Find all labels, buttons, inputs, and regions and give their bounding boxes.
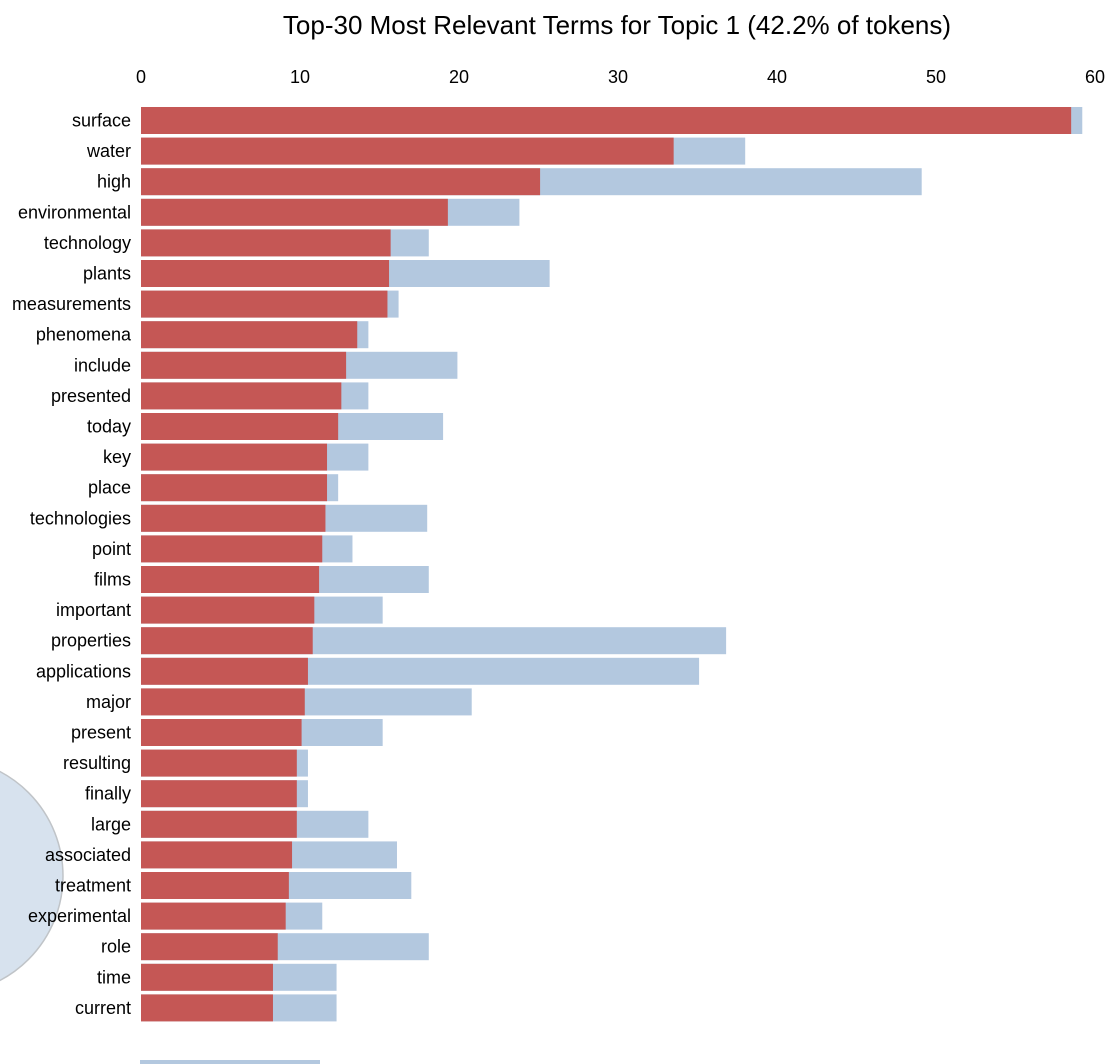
term-label-key[interactable]: key [103, 447, 131, 467]
topic-frequency-bar-high[interactable] [141, 168, 541, 196]
topic-frequency-bar-water[interactable] [141, 137, 674, 165]
topic-frequency-bar-large[interactable] [141, 810, 297, 838]
topic-frequency-bar-point[interactable] [141, 535, 323, 563]
x-tick-label: 60 [1085, 67, 1105, 87]
topic-frequency-bar-associated[interactable] [141, 841, 293, 869]
bar-group [141, 107, 1083, 1022]
topic-frequency-bar-applications[interactable] [141, 657, 308, 685]
term-label-films[interactable]: films [94, 570, 131, 590]
legend-overall-swatch [140, 1060, 320, 1064]
term-label-technologies[interactable]: technologies [30, 508, 131, 528]
topic-frequency-bar-measurements[interactable] [141, 290, 388, 318]
topic-frequency-bar-time[interactable] [141, 963, 273, 991]
x-tick-label: 10 [290, 67, 310, 87]
term-label-technology[interactable]: technology [44, 233, 131, 253]
term-label-properties[interactable]: properties [51, 631, 131, 651]
term-label-large[interactable]: large [91, 814, 131, 834]
topic-frequency-bar-surface[interactable] [141, 107, 1072, 134]
x-tick-label: 30 [608, 67, 628, 87]
term-label-resulting[interactable]: resulting [63, 753, 131, 773]
topic-frequency-bar-technologies[interactable] [141, 504, 326, 532]
topic-frequency-bar-films[interactable] [141, 566, 320, 593]
topic-frequency-bar-important[interactable] [141, 596, 315, 624]
term-label-water[interactable]: water [86, 141, 131, 161]
term-label-point[interactable]: point [92, 539, 131, 559]
x-tick-label: 20 [449, 67, 469, 87]
term-label-today[interactable]: today [87, 417, 131, 437]
term-label-major[interactable]: major [86, 692, 131, 712]
term-label-finally[interactable]: finally [85, 784, 131, 804]
topic-frequency-bar-key[interactable] [141, 443, 328, 471]
x-tick-label: 40 [767, 67, 787, 87]
term-label-associated[interactable]: associated [45, 845, 131, 865]
topic-frequency-bar-major[interactable] [141, 688, 305, 716]
term-label-include[interactable]: include [74, 355, 131, 375]
term-label-role[interactable]: role [101, 937, 131, 957]
term-label-presented[interactable]: presented [51, 386, 131, 406]
term-label-place[interactable]: place [88, 478, 131, 498]
topic-frequency-bar-resulting[interactable] [141, 749, 297, 777]
topic-frequency-bar-phenomena[interactable] [141, 321, 358, 349]
topic-frequency-bar-role[interactable] [141, 933, 278, 961]
topic-frequency-bar-current[interactable] [141, 994, 273, 1022]
topic-frequency-bar-presented[interactable] [141, 382, 342, 410]
x-tick-label: 0 [136, 67, 146, 87]
term-label-treatment[interactable]: treatment [55, 876, 131, 896]
term-label-current[interactable]: current [75, 998, 131, 1018]
x-tick-label: 50 [926, 67, 946, 87]
topic-frequency-bar-plants[interactable] [141, 260, 390, 287]
term-labels: surface water high environmental technology p… [12, 111, 132, 1018]
term-label-important[interactable]: important [56, 600, 131, 620]
topic-frequency-bar-environmental[interactable] [141, 198, 448, 226]
term-label-applications[interactable]: applications [36, 661, 131, 681]
term-label-environmental[interactable]: environmental [18, 202, 131, 222]
topic-frequency-bar-today[interactable] [141, 413, 339, 440]
term-label-measurements[interactable]: measurements [12, 294, 131, 314]
term-label-present[interactable]: present [71, 723, 131, 743]
term-label-phenomena[interactable]: phenomena [36, 325, 132, 345]
topic-frequency-bar-properties[interactable] [141, 627, 313, 655]
term-label-experimental[interactable]: experimental [28, 906, 131, 926]
term-label-surface[interactable]: surface [72, 111, 131, 131]
topic-frequency-bar-treatment[interactable] [141, 872, 289, 899]
topic-frequency-bar-include[interactable] [141, 351, 347, 379]
term-label-time[interactable]: time [97, 967, 131, 987]
term-label-high[interactable]: high [97, 172, 131, 192]
topic-frequency-bar-technology[interactable] [141, 229, 391, 257]
topic-circle-marker [0, 770, 64, 982]
topic-frequency-bar-experimental[interactable] [141, 902, 286, 930]
x-axis-ticks: 0 10 20 30 40 50 60 [136, 67, 1105, 87]
chart-title: Top-30 Most Relevant Terms for Topic 1 (… [283, 10, 951, 40]
topic-frequency-bar-place[interactable] [141, 474, 328, 502]
topic-frequency-bar-present[interactable] [141, 719, 302, 746]
term-label-plants[interactable]: plants [83, 264, 131, 284]
topic-frequency-bar-finally[interactable] [141, 780, 297, 808]
